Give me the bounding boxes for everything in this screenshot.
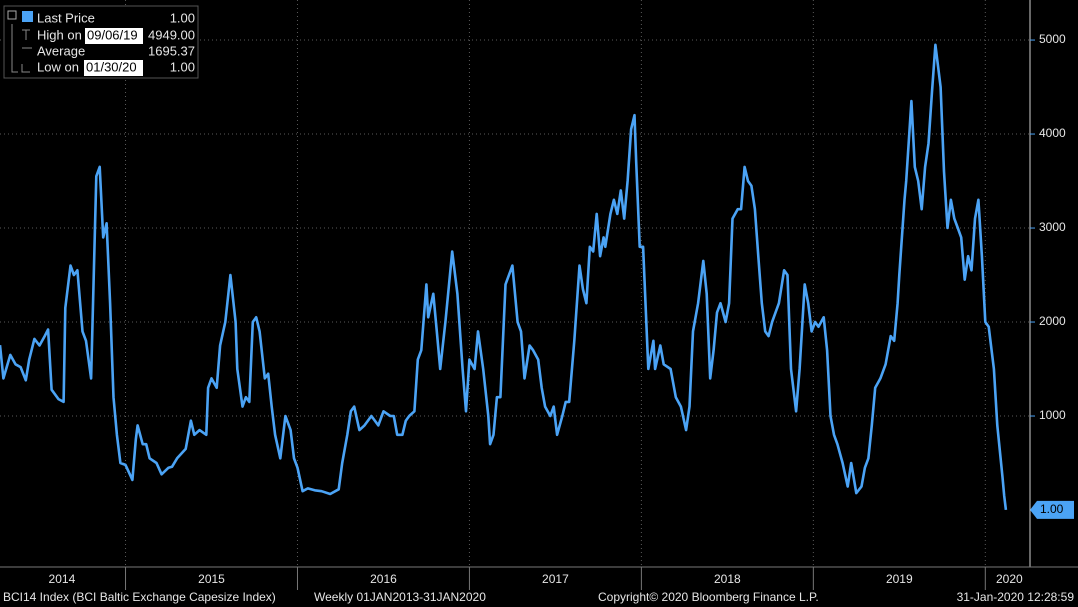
stat-value: 1695.37 — [148, 43, 195, 58]
legend-icons — [11, 24, 32, 73]
legend-swatch — [22, 11, 33, 22]
plot — [0, 43, 1008, 511]
footer-index: BCI14 Index (BCI Baltic Exchange Capesiz… — [3, 590, 276, 604]
stat-value: 4949.00 — [148, 27, 195, 42]
y-tick-label: 5000 — [1039, 32, 1066, 46]
legend-value: 1.00 — [170, 10, 195, 25]
stat-label: High on — [37, 27, 82, 42]
stat-date: 01/30/20 — [86, 59, 137, 74]
last-price-tag — [1030, 500, 1074, 519]
stat-date: 09/06/19 — [87, 27, 138, 42]
stat-value: 1.00 — [170, 59, 195, 74]
date-highlight — [85, 28, 143, 44]
x-tick-label: 2016 — [370, 572, 397, 586]
footer-copyright: Copyright© 2020 Bloomberg Finance L.P. — [598, 590, 819, 604]
footer-timestamp: 31-Jan-2020 12:28:59 — [957, 590, 1075, 604]
x-tick-label: 2014 — [49, 572, 76, 586]
price-line — [0, 43, 1008, 511]
y-tick-label: 3000 — [1039, 220, 1066, 234]
legend-label: Last Price — [37, 10, 95, 25]
x-tick-label: 2020 — [996, 572, 1023, 586]
footer-period: Weekly 01JAN2013-31JAN2020 — [314, 590, 486, 604]
last-price-label: 1.00 — [1040, 502, 1064, 516]
axes: 1000 2000 3000 4000 5000 2014 2015 2016 2017 2018… — [49, 32, 1074, 590]
stat-label: Average — [37, 43, 85, 58]
y-tick-label: 1000 — [1039, 408, 1066, 422]
legend: Last Price 1.00 High on 09/06/19 4949.00… — [3, 5, 199, 79]
x-tick-label: 2019 — [886, 572, 913, 586]
y-tick-label: 2000 — [1039, 314, 1066, 328]
x-tick-label: 2017 — [542, 572, 569, 586]
legend-icon — [7, 10, 17, 20]
stat-label: Low on — [37, 59, 79, 74]
x-tick-label: 2015 — [198, 572, 225, 586]
y-tick-label: 4000 — [1039, 126, 1066, 140]
x-tick-label: 2018 — [714, 572, 741, 586]
date-highlight — [84, 60, 143, 76]
